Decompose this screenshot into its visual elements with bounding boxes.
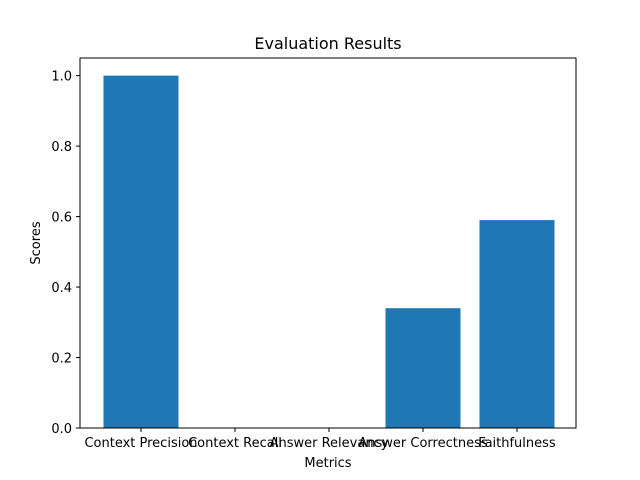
chart-title: Evaluation Results (254, 34, 401, 53)
plot-frame (79, 57, 577, 429)
bar-3 (385, 308, 461, 428)
bar-0 (103, 75, 179, 428)
y-axis-label: Scores (29, 221, 44, 264)
y-tick-label: 0.6 (51, 211, 72, 226)
y-tick-label: 0.2 (51, 352, 72, 367)
y-tick-label: 0.4 (51, 281, 72, 296)
y-tick-label: 1.0 (51, 70, 72, 85)
bar-4 (479, 220, 555, 428)
x-tick-label: Answer Correctness (358, 436, 487, 451)
x-tick-label: Answer Relevancy (270, 436, 389, 451)
x-tick-label: Context Recall (188, 436, 282, 451)
x-tick-label: Faithfulness (478, 436, 556, 451)
y-axis: 0.0 0.2 0.4 0.6 0.8 1.0 (51, 70, 80, 437)
y-tick-label: 0.8 (51, 140, 72, 155)
x-axis-label: Metrics (304, 456, 351, 471)
y-tick-label: 0.0 (51, 422, 72, 437)
bars-group (103, 75, 555, 428)
x-tick-label: Context Precision (84, 436, 197, 451)
